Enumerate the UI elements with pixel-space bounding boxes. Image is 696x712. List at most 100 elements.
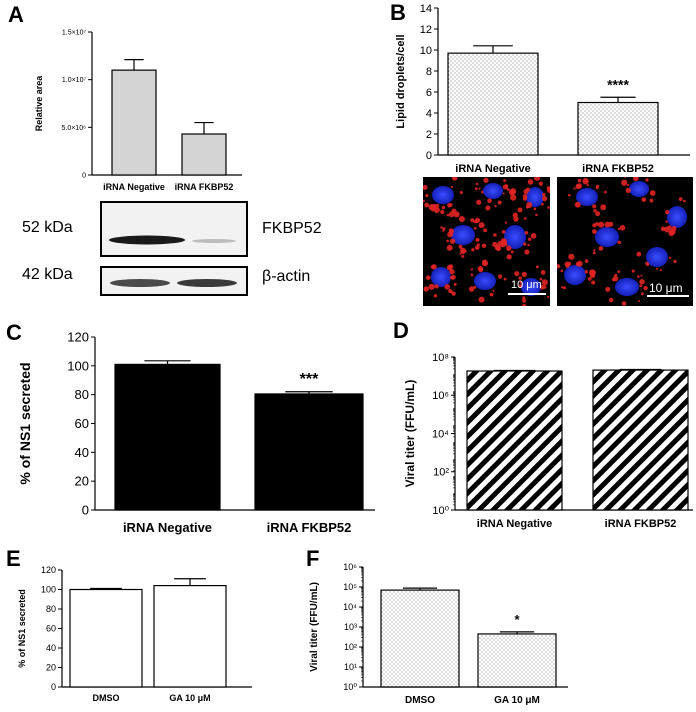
lipid-droplet: [641, 197, 647, 202]
y-tick-label: 10¹: [344, 662, 357, 672]
lipid-droplet: [510, 250, 514, 254]
lipid-droplet: [506, 245, 512, 251]
nucleus: [526, 187, 544, 207]
lipid-droplet: [510, 194, 517, 201]
category-label-1: iRNA Negative: [477, 518, 552, 530]
lipid-droplet: [640, 292, 644, 296]
bar-1: [114, 363, 221, 511]
chart-f-viral-titer-ga: 10⁰ 10¹ 10² 10³ 10⁴ 10⁵ 10⁶ Viral titer (FFU/mL…: [309, 562, 568, 706]
category-label-2: GA 10 μM: [169, 693, 210, 703]
lipid-droplet: [637, 275, 640, 278]
lipid-droplet: [655, 267, 659, 270]
y-tick-label: 0: [426, 150, 432, 162]
lipid-droplet: [448, 228, 455, 234]
y-tick-label: 10⁴: [432, 428, 449, 440]
lipid-droplet: [568, 253, 575, 260]
lipid-droplet: [564, 261, 570, 267]
lipid-droplet: [523, 217, 527, 220]
significance-2: ****: [607, 76, 629, 92]
lipid-droplet: [521, 271, 527, 278]
lipid-droplet: [567, 193, 571, 197]
lipid-droplet: [425, 275, 431, 281]
lipid-droplet: [423, 287, 427, 291]
lipid-droplet: [527, 243, 530, 247]
lipid-droplet: [459, 190, 463, 195]
lipid-droplet: [446, 239, 449, 243]
bar-1: [466, 370, 563, 511]
lipid-droplet: [573, 187, 576, 190]
lipid-droplet: [494, 204, 497, 208]
lipid-droplet: [604, 221, 611, 228]
nucleus: [483, 183, 503, 199]
lipid-droplet: [435, 203, 440, 208]
lipid-droplet: [449, 238, 456, 244]
lipid-droplet: [517, 207, 523, 213]
y-tick-label: 1.5×10⁷: [62, 29, 87, 36]
chart-e-ns1-secreted-ga: 0 20 40 60 80 100 120 % of NS1 secreted DMSO GA 1…: [17, 565, 252, 703]
lipid-droplet: [649, 190, 656, 196]
lipid-droplet: [593, 249, 596, 252]
panel-label-c: C: [6, 320, 22, 345]
blot-protein-actin: β-actin: [262, 268, 311, 285]
lipid-droplet: [447, 203, 452, 208]
lipid-droplet: [442, 229, 445, 232]
lipid-droplet: [423, 184, 428, 190]
y-tick-label: 10²: [344, 642, 357, 652]
blot-actin-bands: [110, 279, 237, 287]
blot-fkbp52-bands: [109, 235, 236, 245]
y-tick-label: 10²: [433, 467, 449, 479]
lipid-droplet: [584, 259, 589, 263]
lipid-droplet: [664, 226, 671, 233]
lipid-droplet: [522, 194, 528, 199]
lipid-droplet: [425, 193, 429, 197]
lipid-droplet: [591, 280, 596, 285]
scale-label-left: 10 μm: [511, 279, 542, 291]
lipid-droplet: [560, 286, 564, 289]
lipid-droplet: [535, 213, 538, 217]
y-axis-label: Relative area: [34, 75, 44, 132]
lipid-droplet: [485, 205, 491, 211]
category-label-1: DMSO: [93, 693, 120, 703]
y-tick-label: 10⁴: [343, 602, 357, 612]
lipid-droplet: [446, 244, 453, 251]
lipid-droplet: [594, 222, 599, 226]
lipid-droplet: [482, 260, 485, 264]
lipid-droplet: [608, 297, 614, 303]
lipid-droplet: [562, 286, 567, 290]
lipid-droplet: [453, 282, 457, 286]
lipid-droplet: [539, 277, 543, 281]
lipid-droplet: [535, 265, 539, 269]
lipid-droplet: [619, 224, 626, 231]
lipid-droplet: [521, 303, 527, 306]
lipid-droplet: [621, 301, 627, 306]
lipid-droplet: [440, 209, 445, 215]
bar-2: [254, 393, 364, 511]
lipid-droplet: [541, 192, 546, 197]
lipid-droplet: [508, 189, 515, 196]
y-tick-label: 120: [67, 330, 89, 345]
lipid-droplet: [605, 286, 611, 292]
nucleus: [504, 225, 526, 249]
y-tick-label: 40: [75, 445, 89, 460]
lipid-droplet: [448, 266, 452, 270]
lipid-droplet: [483, 228, 488, 233]
lipid-droplet: [424, 202, 430, 208]
lipid-droplet: [541, 279, 548, 286]
bar-1: [447, 52, 539, 156]
lipid-droplet: [514, 271, 520, 277]
y-axis-label: Viral titer (FFU/mL): [309, 582, 320, 672]
chart-c-ns1-secreted: 0 20 40 60 80 100 120 % of NS1 secreted iRNA Neg…: [17, 330, 375, 535]
y-tick-label: 100: [67, 358, 89, 373]
lipid-droplet: [543, 195, 546, 198]
lipid-droplet: [678, 197, 683, 201]
lipid-droplet: [640, 274, 643, 277]
lipid-droplet: [526, 187, 531, 192]
lipid-droplet: [639, 284, 643, 288]
lipid-droplet: [632, 177, 639, 182]
lipid-droplet: [682, 199, 686, 203]
lipid-droplet: [455, 213, 458, 216]
lipid-droplet: [475, 182, 479, 186]
nucleus: [474, 272, 496, 290]
lipid-droplet: [489, 292, 494, 297]
lipid-droplet: [584, 270, 588, 274]
